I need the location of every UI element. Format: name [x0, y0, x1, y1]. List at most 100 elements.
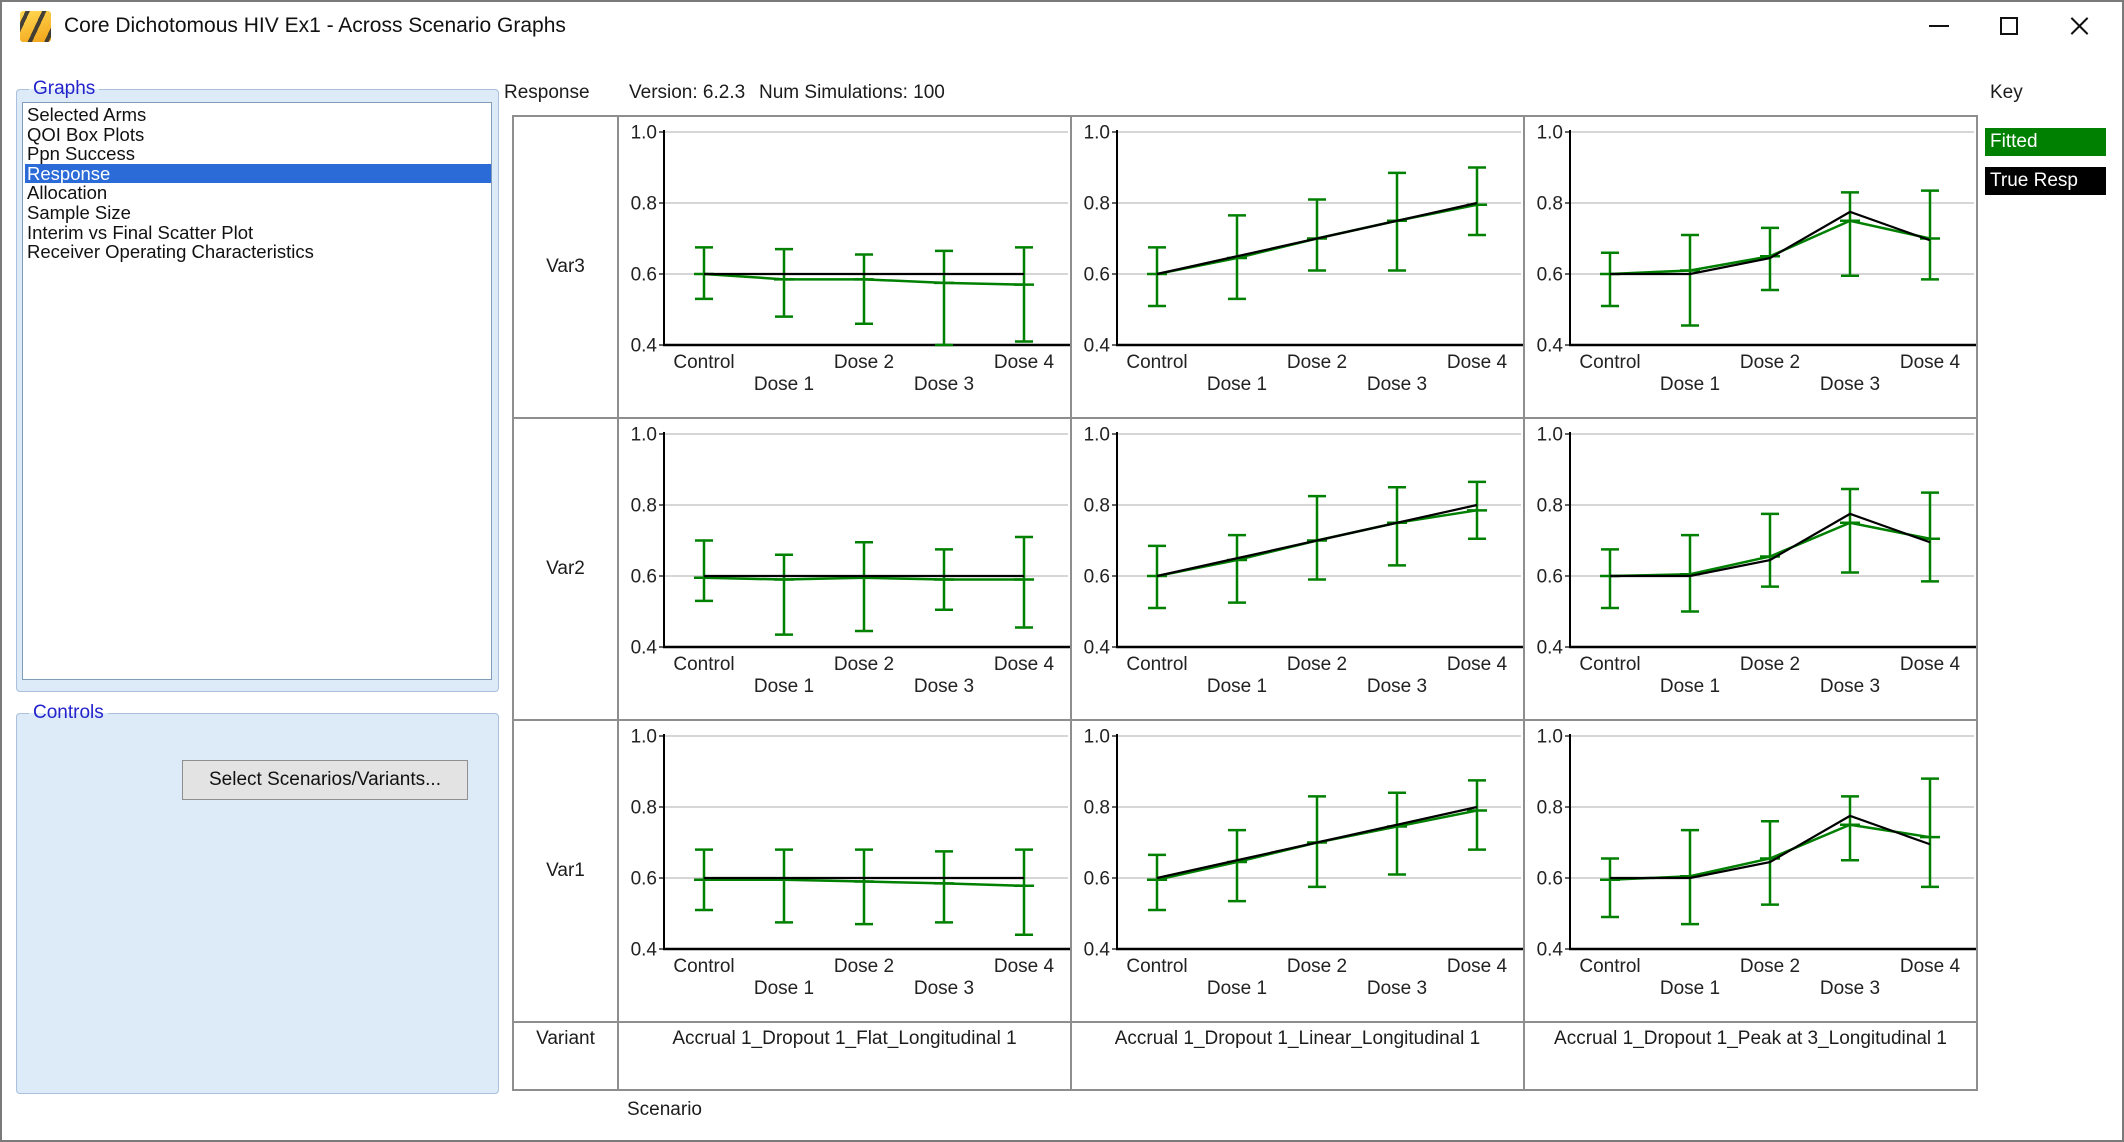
svg-text:Control: Control [1126, 956, 1187, 977]
svg-text:Dose 4: Dose 4 [994, 352, 1055, 373]
graphs-list-item[interactable]: Interim vs Final Scatter Plot [27, 221, 254, 243]
svg-text:Dose 2: Dose 2 [834, 956, 894, 977]
svg-text:0.4: 0.4 [631, 336, 658, 357]
svg-text:Dose 1: Dose 1 [1207, 978, 1267, 999]
controls-groupbox-label: Controls [33, 702, 104, 723]
svg-text:Dose 3: Dose 3 [1820, 978, 1880, 999]
variant-cell-flat: Accrual 1_Dropout 1_Flat_Longitudinal 1 [619, 1023, 1070, 1089]
graph-type-label: Response [504, 82, 590, 103]
svg-text:0.8: 0.8 [1537, 194, 1563, 215]
svg-text:Dose 2: Dose 2 [1287, 956, 1347, 977]
svg-text:0.6: 0.6 [1084, 567, 1110, 588]
plot-var1-peak: 0.4 0.6 0.8 1.0 Control Dose 1 Dose 2 Dose 3 Dos… [1537, 727, 1976, 999]
svg-text:Dose 4: Dose 4 [1900, 352, 1961, 373]
minimize-icon [1929, 25, 1949, 27]
svg-text:0.4: 0.4 [1537, 336, 1564, 357]
svg-text:0.4: 0.4 [1537, 940, 1564, 961]
maximize-button[interactable] [1974, 2, 2044, 50]
svg-text:0.6: 0.6 [1537, 265, 1563, 286]
graphs-list-item[interactable]: Allocation [27, 182, 108, 204]
plot-var2-flat: 0.4 0.6 0.8 1.0 Control Dose 1 Dose 2 Dose 3 Dos… [631, 425, 1070, 697]
variant-cell-linear: Accrual 1_Dropout 1_Linear_Longitudinal … [1072, 1023, 1523, 1089]
maximize-icon [2000, 17, 2018, 35]
svg-text:Dose 3: Dose 3 [1820, 676, 1880, 697]
svg-text:Dose 3: Dose 3 [914, 374, 974, 395]
svg-text:1.0: 1.0 [1084, 123, 1110, 144]
plot-var1-linear: 0.4 0.6 0.8 1.0 Control Dose 1 Dose 2 Dose 3 Dos… [1084, 727, 1523, 999]
svg-text:Dose 1: Dose 1 [1660, 978, 1720, 999]
key-entry-fitted: Fitted [1985, 128, 2106, 156]
svg-text:Control: Control [1126, 654, 1187, 675]
svg-text:Dose 3: Dose 3 [914, 676, 974, 697]
svg-text:0.6: 0.6 [631, 265, 657, 286]
graphs-list-item[interactable]: Response [25, 164, 491, 184]
svg-text:0.4: 0.4 [1084, 336, 1111, 357]
svg-text:0.6: 0.6 [1537, 869, 1563, 890]
svg-text:1.0: 1.0 [1084, 727, 1110, 748]
close-button[interactable] [2044, 2, 2114, 50]
svg-text:0.8: 0.8 [1537, 798, 1563, 819]
graphs-list-item[interactable]: Receiver Operating Characteristics [27, 241, 314, 263]
svg-text:1.0: 1.0 [1537, 123, 1563, 144]
svg-text:Dose 3: Dose 3 [1367, 978, 1427, 999]
svg-text:0.4: 0.4 [631, 940, 658, 961]
svg-text:0.8: 0.8 [1084, 496, 1110, 517]
window-title: Core Dichotomous HIV Ex1 - Across Scenar… [64, 14, 566, 37]
variant-cell-peak: Accrual 1_Dropout 1_Peak at 3_Longitudin… [1525, 1023, 1976, 1089]
svg-text:Control: Control [1579, 956, 1640, 977]
svg-text:Dose 2: Dose 2 [1740, 956, 1800, 977]
svg-text:Dose 4: Dose 4 [1447, 352, 1508, 373]
svg-text:0.8: 0.8 [1537, 496, 1563, 517]
svg-text:Dose 1: Dose 1 [754, 374, 814, 395]
svg-text:Dose 4: Dose 4 [1447, 956, 1508, 977]
svg-text:1.0: 1.0 [631, 425, 657, 446]
graphs-list-item[interactable]: Selected Arms [27, 104, 147, 125]
svg-text:0.6: 0.6 [631, 869, 657, 890]
graphs-list-item[interactable]: Sample Size [27, 201, 131, 223]
scenario-variant-grid: Var3 0.4 0.6 0.8 1.0 Control Dose 1 Dose 2 Dose… [512, 115, 1978, 1091]
svg-text:Dose 2: Dose 2 [834, 352, 894, 373]
scenario-axis-label: Scenario [627, 1099, 702, 1120]
variant-header: Variant [514, 1023, 617, 1089]
svg-text:Dose 2: Dose 2 [1287, 654, 1347, 675]
graphs-list-item[interactable]: Ppn Success [27, 143, 135, 165]
svg-text:Dose 1: Dose 1 [1207, 676, 1267, 697]
key-title: Key [1990, 82, 2023, 103]
plot-var3-flat: 0.4 0.6 0.8 1.0 Control Dose 1 Dose 2 Dose 3 Dos… [631, 123, 1070, 395]
row-label-var1: Var1 [514, 721, 617, 1021]
plot-var1-flat: 0.4 0.6 0.8 1.0 Control Dose 1 Dose 2 Dose 3 Dos… [631, 727, 1070, 999]
svg-text:0.8: 0.8 [631, 798, 657, 819]
svg-text:Dose 1: Dose 1 [1207, 374, 1267, 395]
plot-var3-peak: 0.4 0.6 0.8 1.0 Control Dose 1 Dose 2 Dose 3 Dos… [1537, 123, 1976, 395]
plot-var2-linear: 0.4 0.6 0.8 1.0 Control Dose 1 Dose 2 Dose 3 Dos… [1084, 425, 1523, 697]
svg-text:0.6: 0.6 [1084, 265, 1110, 286]
svg-text:Dose 4: Dose 4 [994, 956, 1055, 977]
svg-text:0.8: 0.8 [631, 194, 657, 215]
svg-text:1.0: 1.0 [1084, 425, 1110, 446]
graphs-listbox[interactable]: Selected Arms QOI Box Plots Ppn Success Res… [22, 102, 492, 680]
svg-text:Dose 4: Dose 4 [1900, 654, 1961, 675]
svg-text:Dose 3: Dose 3 [1820, 374, 1880, 395]
graphs-list-item[interactable]: QOI Box Plots [27, 123, 145, 145]
svg-text:Dose 3: Dose 3 [1367, 676, 1427, 697]
svg-text:Dose 4: Dose 4 [994, 654, 1055, 675]
svg-text:0.4: 0.4 [1084, 940, 1111, 961]
row-label-var2: Var2 [514, 419, 617, 719]
svg-text:0.8: 0.8 [1084, 798, 1110, 819]
svg-text:1.0: 1.0 [631, 123, 657, 144]
controls-groupbox: Controls Select Scenarios/Variants... [16, 702, 499, 1094]
num-simulations-label: Num Simulations: 100 [759, 82, 945, 103]
svg-text:Dose 3: Dose 3 [1367, 374, 1427, 395]
graphs-groupbox-label: Graphs [33, 78, 96, 99]
title-bar: Core Dichotomous HIV Ex1 - Across Scenar… [2, 2, 2122, 50]
svg-text:Control: Control [1579, 654, 1640, 675]
svg-text:Control: Control [673, 654, 734, 675]
svg-text:Control: Control [673, 352, 734, 373]
minimize-button[interactable] [1904, 2, 1974, 50]
close-icon [2069, 16, 2089, 36]
svg-text:Dose 2: Dose 2 [1287, 352, 1347, 373]
select-scenarios-variants-button[interactable]: Select Scenarios/Variants... [182, 760, 468, 800]
svg-text:Dose 1: Dose 1 [1660, 676, 1720, 697]
svg-text:0.6: 0.6 [1084, 869, 1110, 890]
